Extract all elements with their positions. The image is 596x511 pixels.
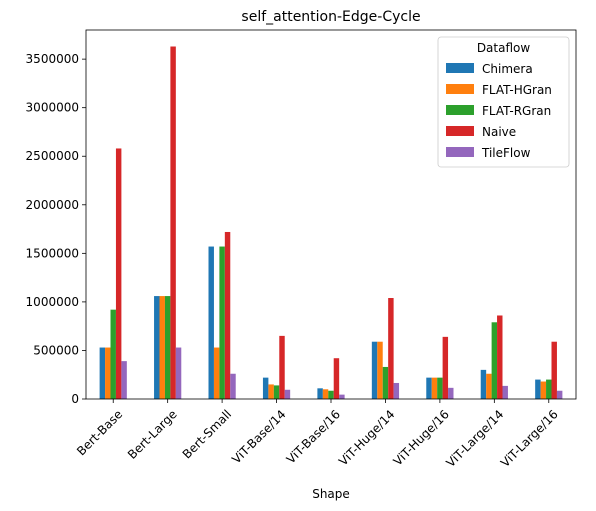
bars-group xyxy=(99,46,563,399)
bar xyxy=(480,369,487,399)
legend-swatch xyxy=(446,126,474,136)
bar xyxy=(273,385,280,399)
y-tick-label: 1000000 xyxy=(26,295,79,309)
bar xyxy=(393,382,400,399)
bar xyxy=(431,377,438,399)
bar xyxy=(339,394,345,399)
bar xyxy=(121,361,127,399)
bar xyxy=(328,390,334,399)
bar xyxy=(377,341,383,399)
x-tick-label: ViT-Base/16 xyxy=(284,407,343,466)
y-tick-label: 2000000 xyxy=(26,198,79,212)
legend-swatch xyxy=(446,147,474,157)
x-axis: Bert-Base Bert-Large Bert-SmallViT-Base/14… xyxy=(74,399,561,470)
bar xyxy=(333,358,340,399)
bar xyxy=(105,347,111,399)
bar xyxy=(556,390,563,399)
legend-swatch xyxy=(446,63,474,73)
legend-swatch xyxy=(446,84,474,94)
legend-label: Chimera xyxy=(482,62,533,76)
bar xyxy=(502,385,508,399)
bar xyxy=(322,389,329,399)
bar xyxy=(219,246,225,399)
bar xyxy=(371,341,378,399)
legend-title: Dataflow xyxy=(477,41,531,55)
legend: Dataflow Chimera FLAT-HGran FLAT-RGran Naive… xyxy=(437,36,570,168)
x-tick-label: ViT-Huge/14 xyxy=(336,407,397,468)
legend-label: FLAT-RGran xyxy=(482,104,551,118)
x-tick-label: ViT-Large/16 xyxy=(498,407,561,470)
y-tick-label: 3500000 xyxy=(26,52,79,66)
legend-label: Naive xyxy=(482,125,516,139)
bar xyxy=(551,341,557,399)
bar xyxy=(224,231,231,399)
bar xyxy=(170,46,176,399)
bar xyxy=(175,347,182,399)
bar xyxy=(535,379,541,399)
x-tick-label: Bert-Small xyxy=(180,407,234,461)
x-tick-label: ViT-Large/14 xyxy=(444,407,507,470)
y-axis: 0 500000 1000000 1500000 2000000 2500000 30000… xyxy=(26,52,86,406)
bar xyxy=(208,246,214,399)
bar xyxy=(448,387,454,399)
plot-frame xyxy=(85,29,577,400)
x-tick-label: ViT-Base/14 xyxy=(229,407,288,466)
bar xyxy=(497,315,503,399)
bar xyxy=(99,347,106,399)
legend-label: TileFlow xyxy=(481,146,531,160)
bar xyxy=(262,377,269,399)
legend-swatch xyxy=(446,105,474,115)
y-tick-label: 3000000 xyxy=(26,101,79,115)
bar xyxy=(426,377,432,399)
bar xyxy=(486,373,492,399)
x-tick-label: Bert-Base xyxy=(74,407,125,458)
bar xyxy=(540,381,547,399)
y-tick-label: 1500000 xyxy=(26,246,79,260)
bar xyxy=(115,148,122,399)
bar xyxy=(164,296,171,399)
x-axis-label: Shape xyxy=(312,487,350,501)
bar xyxy=(110,309,116,399)
bar xyxy=(284,389,291,399)
bar xyxy=(491,322,498,399)
bar xyxy=(388,298,394,399)
bar xyxy=(382,366,389,399)
chart-title: self_attention-Edge-Cycle xyxy=(241,9,420,25)
y-tick-label: 2500000 xyxy=(26,149,79,163)
x-tick-label: ViT-Huge/16 xyxy=(391,407,452,468)
bar xyxy=(159,296,165,399)
bar xyxy=(546,379,552,399)
bar xyxy=(437,377,443,399)
legend-label: FLAT-HGran xyxy=(482,83,552,97)
y-tick-label: 0 xyxy=(71,392,79,406)
bar xyxy=(279,335,285,399)
y-tick-label: 500000 xyxy=(33,343,79,357)
bar xyxy=(442,336,449,399)
bar xyxy=(154,296,160,399)
bar xyxy=(268,384,274,399)
bar xyxy=(317,388,323,399)
bar xyxy=(213,347,220,399)
x-tick-label: Bert-Large xyxy=(125,407,180,462)
bar xyxy=(230,373,236,399)
